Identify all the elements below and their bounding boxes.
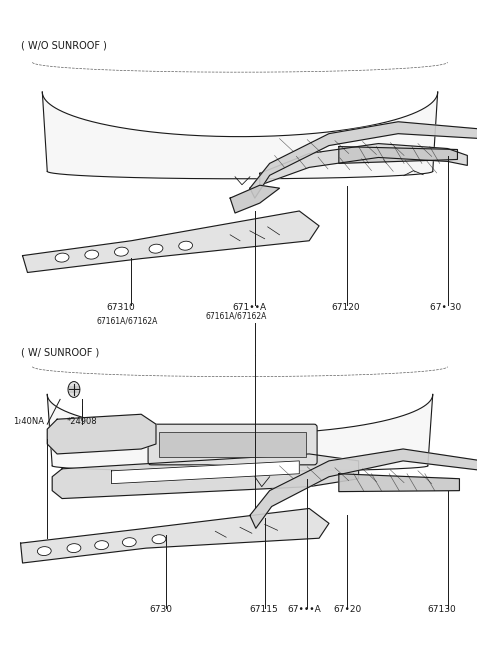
Polygon shape — [47, 415, 156, 454]
Text: 6730: 6730 — [149, 604, 172, 614]
Polygon shape — [52, 454, 359, 499]
Polygon shape — [47, 394, 433, 471]
Text: 1≀40NA: 1≀40NA — [12, 417, 44, 426]
Ellipse shape — [149, 244, 163, 253]
Ellipse shape — [179, 241, 192, 250]
Text: ( W/O SUNROOF ): ( W/O SUNROOF ) — [21, 41, 107, 51]
Text: 67•••A: 67•••A — [288, 604, 321, 614]
Polygon shape — [250, 122, 480, 198]
Ellipse shape — [55, 253, 69, 262]
Text: 67115: 67115 — [249, 604, 277, 614]
Ellipse shape — [95, 541, 108, 550]
Text: 67130: 67130 — [428, 604, 456, 614]
Polygon shape — [111, 461, 300, 484]
Ellipse shape — [115, 247, 128, 256]
Polygon shape — [339, 147, 457, 164]
FancyBboxPatch shape — [148, 424, 317, 465]
Text: *24908: *24908 — [67, 417, 97, 426]
Bar — [159, 432, 306, 457]
Polygon shape — [260, 144, 468, 185]
Polygon shape — [339, 474, 459, 491]
Polygon shape — [23, 211, 319, 273]
Ellipse shape — [67, 543, 81, 553]
Text: 67310: 67310 — [107, 303, 135, 312]
Text: 67161A/67162A: 67161A/67162A — [96, 316, 158, 325]
Text: 671••A: 671••A — [232, 303, 266, 312]
Text: 67• 30: 67• 30 — [430, 303, 461, 312]
Ellipse shape — [68, 382, 80, 397]
Polygon shape — [230, 185, 279, 213]
Polygon shape — [250, 449, 480, 528]
Ellipse shape — [122, 537, 136, 547]
Text: 67•20: 67•20 — [333, 604, 361, 614]
Polygon shape — [42, 92, 438, 179]
Text: ( W/ SUNROOF ): ( W/ SUNROOF ) — [21, 348, 99, 358]
Text: 67120: 67120 — [331, 303, 360, 312]
Ellipse shape — [37, 547, 51, 556]
Ellipse shape — [152, 535, 166, 544]
Text: 67161A/67162A: 67161A/67162A — [205, 311, 267, 320]
Ellipse shape — [85, 250, 98, 259]
Polygon shape — [21, 509, 329, 563]
